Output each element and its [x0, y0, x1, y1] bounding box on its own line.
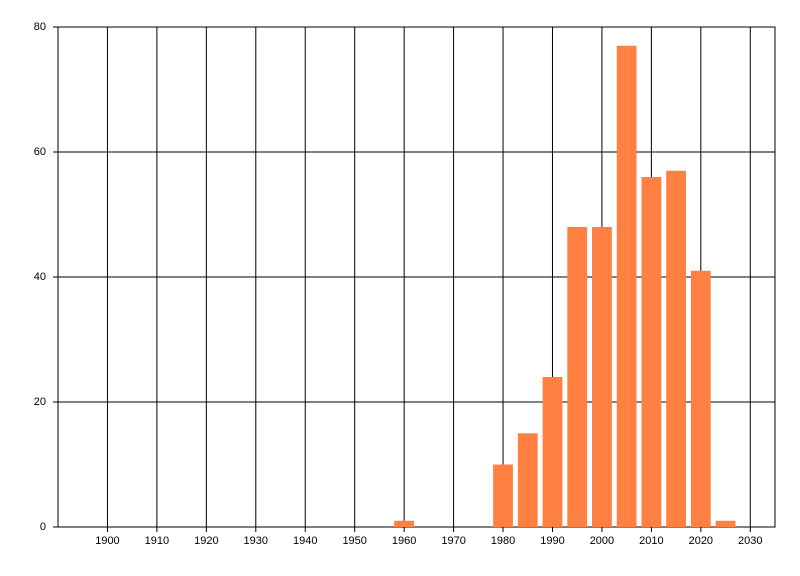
x-tick-label: 1900 — [95, 535, 119, 547]
y-tick-label: 20 — [34, 396, 46, 408]
x-tick-label: 1950 — [342, 535, 366, 547]
x-tick-label: 1920 — [194, 535, 218, 547]
bar — [542, 377, 563, 527]
x-tick-label: 1960 — [392, 535, 416, 547]
x-tick-label: 2000 — [590, 535, 614, 547]
x-tick-label: 1910 — [145, 535, 169, 547]
bar — [493, 464, 513, 527]
x-tick-label: 2010 — [639, 535, 663, 547]
x-tick-label: 1940 — [293, 535, 317, 547]
bar — [690, 270, 711, 527]
x-tick-label: 1980 — [491, 535, 515, 547]
x-tick-label: 1990 — [540, 535, 564, 547]
bar — [666, 170, 686, 527]
x-tick-label: 2030 — [738, 535, 762, 547]
y-tick-label: 80 — [34, 21, 46, 33]
y-tick-label: 60 — [34, 146, 46, 158]
bar — [715, 520, 736, 527]
x-tick-label: 2020 — [689, 535, 713, 547]
x-tick-label: 1970 — [441, 535, 465, 547]
bar — [517, 433, 538, 527]
bar — [394, 520, 415, 527]
x-tick-label: 1930 — [244, 535, 268, 547]
bar — [616, 45, 637, 527]
bar — [641, 177, 662, 527]
y-tick-label: 0 — [40, 521, 46, 533]
y-tick-label: 40 — [34, 271, 46, 283]
bar — [592, 227, 612, 527]
bar — [567, 227, 588, 527]
